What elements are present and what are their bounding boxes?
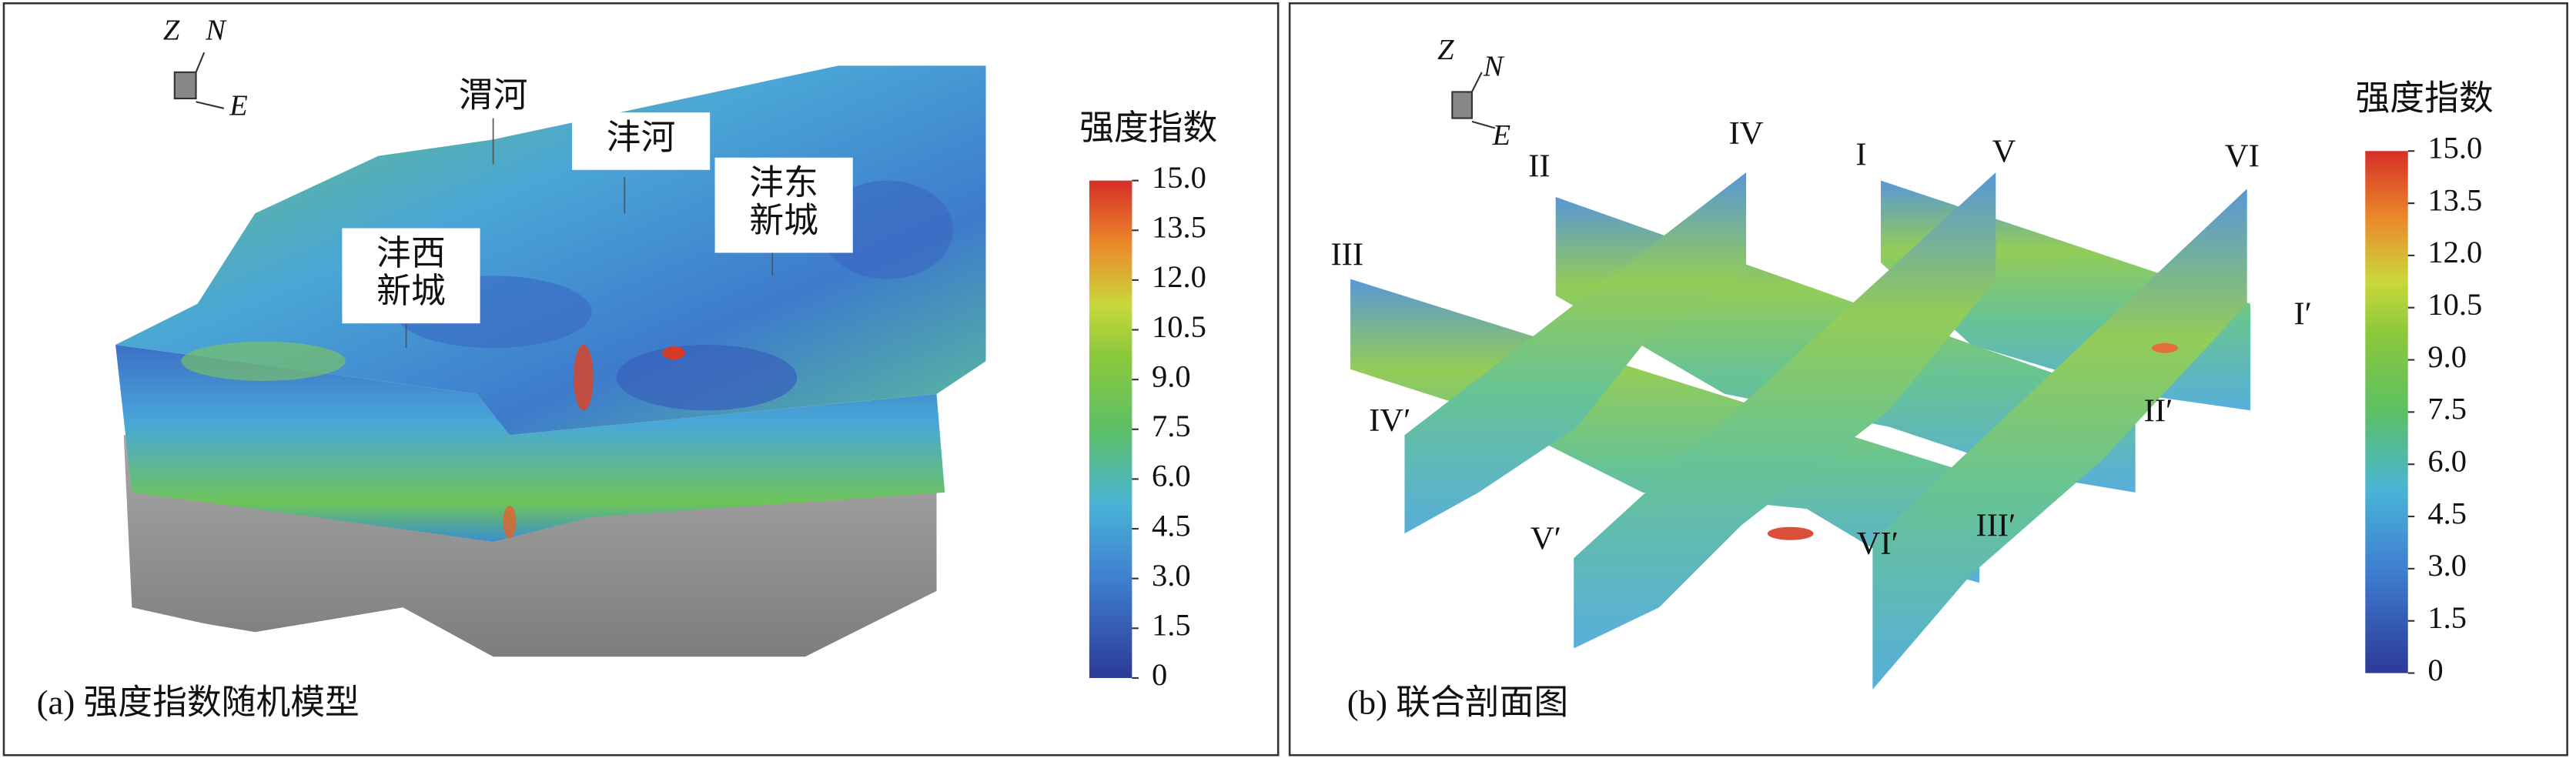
colorbar-tick-label: 3.0 xyxy=(1152,558,1191,593)
axis-gizmo xyxy=(173,52,225,109)
section-label: VI xyxy=(2225,139,2260,175)
section-label: III′ xyxy=(1975,508,2016,544)
map-label: 沣河 xyxy=(607,119,676,157)
colorbar-title: 强度指数 xyxy=(1079,109,1217,147)
axis-letter: Z xyxy=(163,14,180,46)
section-label: I′ xyxy=(2293,296,2312,332)
section-label: II xyxy=(1528,149,1550,185)
colorbar xyxy=(1089,180,1132,678)
label-box xyxy=(571,112,711,170)
map-label: 渭河 xyxy=(459,75,528,114)
colorbar-tick-label: 12.0 xyxy=(1152,259,1206,294)
section-label: III xyxy=(1330,237,1363,273)
colorbar-tick-label: 9.0 xyxy=(2427,339,2467,374)
axis-letter: N xyxy=(205,14,227,46)
section-label: IV′ xyxy=(1369,403,1410,439)
label-box xyxy=(714,157,853,253)
panel-frame xyxy=(2,2,1280,757)
map-label: 新城 xyxy=(749,201,818,239)
colorbar-tick-label: 7.5 xyxy=(2427,392,2467,426)
section-label: V′ xyxy=(1531,521,1561,557)
colorbar-tick-label: 1.5 xyxy=(2427,600,2467,635)
colorbar xyxy=(2365,151,2408,673)
caption: (b) 联合剖面图 xyxy=(1347,683,1568,721)
colorbar-tick-label: 9.0 xyxy=(1152,359,1191,393)
colorbar-tick-label: 6.0 xyxy=(1152,459,1191,493)
colorbar-tick-label: 1.5 xyxy=(1152,608,1191,643)
colorbar-title: 强度指数 xyxy=(2356,79,2494,118)
colorbar-tick-label: 3.0 xyxy=(2427,548,2467,583)
colorbar-tick-label: 0 xyxy=(1152,657,1167,692)
colorbar-tick-label: 12.0 xyxy=(2427,235,2482,269)
axis-letter: Z xyxy=(1437,34,1454,66)
colorbar-tick-label: 13.5 xyxy=(1152,210,1206,245)
colorbar-tick-label: 4.5 xyxy=(2427,496,2467,530)
label-box xyxy=(342,228,480,324)
colorbar-tick-label: 10.5 xyxy=(2427,287,2482,322)
colorbar-tick-label: 13.5 xyxy=(2427,182,2482,217)
colorbar-tick-label: 10.5 xyxy=(1152,309,1206,344)
axis-gizmo xyxy=(1451,72,1496,129)
axis-letter: E xyxy=(229,90,247,122)
panel-frame xyxy=(1288,2,2568,757)
section-label: I xyxy=(1855,137,1866,173)
axis-letter: N xyxy=(1483,50,1505,82)
colorbar-tick-label: 0 xyxy=(2427,653,2443,687)
colorbar-tick-label: 15.0 xyxy=(2427,131,2482,165)
section-label: IV xyxy=(1729,115,1764,152)
section-label: II′ xyxy=(2144,393,2173,429)
colorbar-tick-label: 15.0 xyxy=(1152,160,1206,195)
axis-letter: E xyxy=(1492,119,1510,152)
map-label: 新城 xyxy=(376,272,446,310)
section-label: VI′ xyxy=(1857,526,1899,562)
cross-sections xyxy=(1350,172,2250,690)
map-label: 沣西 xyxy=(376,234,446,272)
section-label: V xyxy=(1992,133,2016,169)
caption: (a) 强度指数随机模型 xyxy=(37,683,360,721)
map-label: 沣东 xyxy=(749,163,818,202)
block-model xyxy=(115,65,986,657)
colorbar-tick-label: 4.5 xyxy=(1152,508,1191,543)
colorbar-tick-label: 6.0 xyxy=(2427,444,2467,479)
colorbar-tick-label: 7.5 xyxy=(1152,409,1191,443)
